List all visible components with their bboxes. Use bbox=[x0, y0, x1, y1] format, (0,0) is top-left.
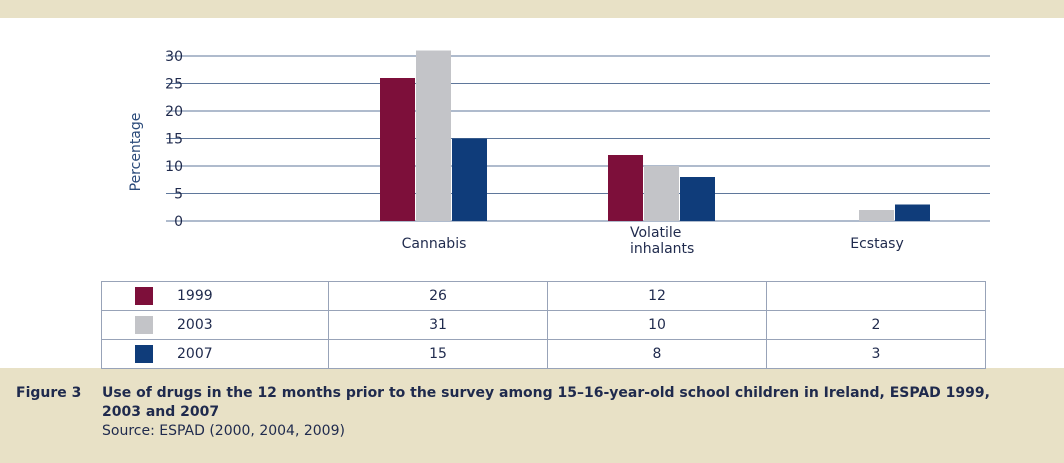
y-tick-label: 30 bbox=[165, 49, 183, 65]
table-cell: 26 bbox=[328, 281, 548, 311]
legend-year: 2007 bbox=[177, 346, 213, 362]
bar bbox=[608, 155, 643, 221]
bar bbox=[680, 177, 715, 221]
category-labels: Cannabis Volatile inhalants Ecstasy bbox=[402, 225, 904, 257]
y-tick-label: 25 bbox=[165, 77, 183, 93]
legend-swatch bbox=[135, 287, 153, 305]
bar bbox=[380, 78, 415, 221]
legend-cell: 2007 bbox=[101, 339, 329, 369]
bar bbox=[452, 138, 487, 221]
y-tick-label: 20 bbox=[165, 104, 183, 120]
y-axis-label: Percentage bbox=[128, 113, 144, 192]
bar bbox=[416, 50, 451, 221]
y-tick-label: 15 bbox=[165, 132, 183, 148]
table-cell: 8 bbox=[547, 339, 767, 369]
bar bbox=[859, 210, 894, 221]
legend-cell: 2003 bbox=[101, 310, 329, 340]
table-cell: 15 bbox=[328, 339, 548, 369]
y-tick-label: 10 bbox=[165, 159, 183, 175]
category-label: Ecstasy bbox=[850, 236, 903, 252]
category-label: Cannabis bbox=[402, 236, 467, 252]
data-table: 1999 26 12 2003 31 10 2 2007 15 8 3 bbox=[101, 281, 986, 369]
table-cell: 10 bbox=[547, 310, 767, 340]
bar bbox=[644, 166, 679, 221]
y-tick-labels: 0 5 10 15 20 25 30 bbox=[165, 49, 183, 230]
table-cell bbox=[766, 281, 986, 311]
top-strip bbox=[0, 0, 1064, 18]
table-row: 2003 31 10 2 bbox=[101, 310, 986, 340]
gridlines bbox=[166, 55, 990, 222]
bars bbox=[380, 50, 930, 221]
category-label: Volatile inhalants bbox=[630, 225, 694, 257]
table-cell: 31 bbox=[328, 310, 548, 340]
y-tick-label: 0 bbox=[174, 214, 183, 230]
legend-swatch bbox=[135, 345, 153, 363]
table-row: 2007 15 8 3 bbox=[101, 339, 986, 369]
legend-year: 2003 bbox=[177, 317, 213, 333]
bar bbox=[895, 204, 930, 221]
chart-panel: 0 5 10 15 20 25 30 Cannabis Volatile inhalants Ec… bbox=[0, 18, 1064, 369]
table-cell: 2 bbox=[766, 310, 986, 340]
figure-title: Use of drugs in the 12 months prior to t… bbox=[102, 385, 990, 420]
legend-swatch bbox=[135, 316, 153, 334]
figure-source: Source: ESPAD (2000, 2004, 2009) bbox=[102, 423, 345, 439]
y-tick-label: 5 bbox=[174, 187, 183, 203]
figure-number: Figure 3 bbox=[16, 385, 82, 401]
legend-cell: 1999 bbox=[101, 281, 329, 311]
bar-chart: 0 5 10 15 20 25 30 Cannabis Volatile inhalants Ec… bbox=[128, 49, 990, 257]
legend-year: 1999 bbox=[177, 288, 213, 304]
table-cell: 12 bbox=[547, 281, 767, 311]
table-row: 1999 26 12 bbox=[101, 281, 986, 311]
table-cell: 3 bbox=[766, 339, 986, 369]
